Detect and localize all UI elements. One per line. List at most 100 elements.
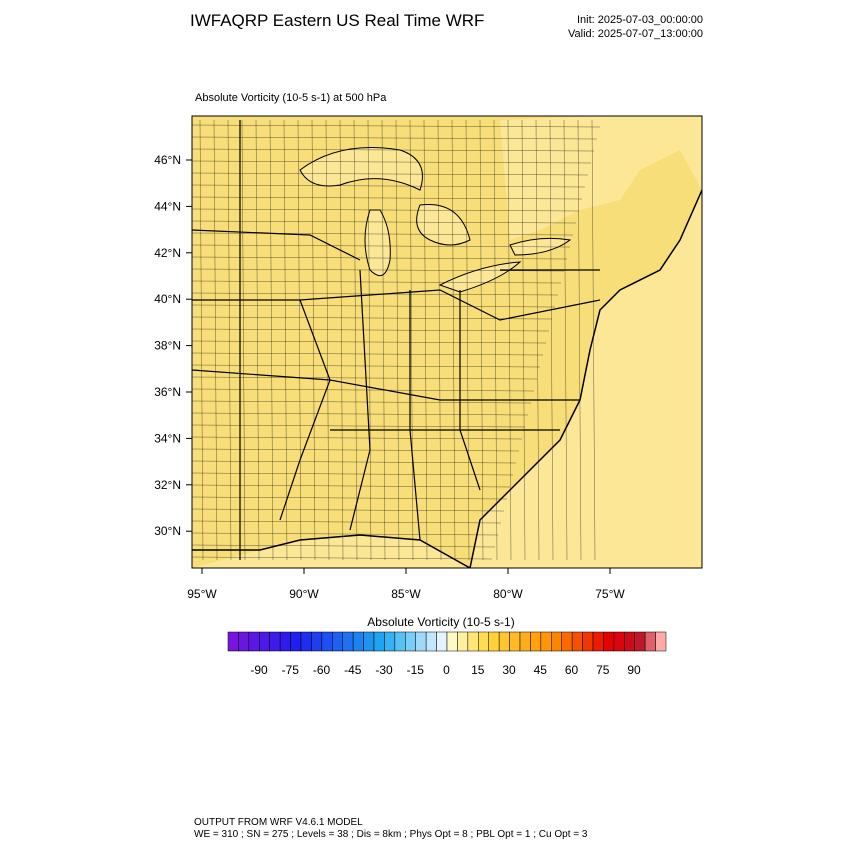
lat-label: 38°N	[154, 339, 181, 353]
colorbar-swatch	[634, 631, 646, 652]
county-line	[269, 119, 274, 561]
county-line	[521, 119, 526, 561]
lon-label: 80°W	[493, 587, 523, 601]
lake-michigan	[364, 209, 391, 277]
map	[192, 116, 702, 568]
colorbar-swatch	[519, 631, 531, 652]
county-line	[192, 184, 586, 188]
county-line	[367, 119, 372, 561]
county-line	[192, 136, 598, 140]
colorbar-swatch	[332, 631, 343, 652]
colorbar-label: -45	[344, 663, 362, 677]
lat-label: 32°N	[154, 478, 181, 492]
county-line	[192, 376, 538, 380]
county-line	[192, 508, 505, 512]
lon-label: 85°W	[391, 587, 421, 601]
lat-label: 30°N	[154, 524, 181, 538]
lon-label: 75°W	[595, 587, 625, 601]
footer-line1: OUTPUT FROM WRF V4.6.1 MODEL	[194, 817, 363, 828]
county-line	[192, 304, 556, 308]
colorbar-swatch	[644, 631, 656, 652]
colorbar-swatch	[425, 631, 437, 652]
colorbar-label: 0	[443, 663, 450, 677]
county-line	[339, 119, 344, 561]
colorbar-swatch	[373, 631, 385, 652]
county-line	[192, 292, 559, 296]
lat-label: 34°N	[154, 431, 181, 445]
county-line	[591, 119, 596, 561]
colorbar-swatch	[290, 631, 302, 652]
county-line	[283, 119, 288, 561]
county-line	[192, 316, 553, 320]
county-line	[192, 496, 508, 500]
axis-labels: 46°N 44°N 42°N 40°N 38°N 36°N 34°N 32°N 30°N 95°W…	[154, 153, 625, 601]
colorbar-swatch	[655, 631, 667, 652]
colorbar-label: -15	[407, 663, 425, 677]
init-time: Init: 2025-07-03_00:00:00	[577, 14, 703, 26]
colorbar-swatch	[227, 631, 239, 652]
county-line	[549, 119, 554, 561]
colorbar-label: 30	[502, 663, 516, 677]
colorbar-swatch	[478, 631, 489, 652]
colorbar-title: Absolute Vorticity (10-5 s-1)	[367, 615, 514, 629]
colorbar-label: 60	[565, 663, 579, 677]
colorbar-swatch	[457, 631, 469, 652]
county-line	[311, 119, 316, 561]
county-line	[192, 208, 580, 212]
colorbar-swatch	[509, 631, 521, 652]
county-line	[192, 448, 520, 452]
colorbar-swatch	[603, 631, 615, 652]
valid-time: Valid: 2025-07-07_13:00:00	[568, 28, 703, 40]
gulf	[192, 535, 470, 568]
lake-huron	[416, 203, 471, 246]
colorbar-swatch	[624, 631, 635, 652]
county-line	[255, 119, 260, 561]
colorbar-swatch	[530, 631, 542, 652]
colorbar-swatch	[488, 631, 500, 652]
colorbar-label: 90	[627, 663, 641, 677]
colorbar-swatch	[467, 631, 479, 652]
colorbar-label: -75	[282, 663, 300, 677]
colorbar-swatch	[321, 631, 333, 652]
colorbar-swatch	[540, 631, 552, 652]
coastline	[469, 189, 702, 568]
county-line	[192, 232, 574, 236]
colorbar-label: 45	[534, 663, 548, 677]
colorbar-swatch	[551, 631, 562, 652]
county-line	[192, 364, 541, 368]
county-line	[192, 328, 550, 332]
colorbar-swatch	[446, 631, 458, 652]
lat-label: 36°N	[154, 385, 181, 399]
county-line	[535, 119, 540, 561]
lat-label: 40°N	[154, 292, 181, 306]
county-line	[192, 148, 595, 152]
county-line	[192, 400, 532, 404]
county-line	[192, 424, 526, 428]
lon-label: 90°W	[289, 587, 319, 601]
colorbar-swatch	[571, 631, 583, 652]
colorbar-swatch	[279, 631, 291, 652]
title: IWFAQRP Eastern US Real Time WRF	[190, 11, 484, 30]
colorbar-swatch	[592, 631, 604, 652]
county-line	[192, 280, 562, 284]
colorbar-swatch	[436, 631, 448, 652]
lake-ontario	[509, 237, 572, 256]
county-line	[297, 119, 302, 561]
colorbar-swatch	[269, 631, 281, 652]
county-line	[381, 119, 386, 561]
colorbar-swatch	[384, 631, 396, 652]
county-line	[192, 256, 568, 260]
colorbar-label: -60	[313, 663, 331, 677]
county-line	[213, 119, 218, 561]
county-line	[577, 119, 582, 561]
county-line	[507, 119, 512, 561]
county-line	[192, 124, 601, 128]
county-line	[423, 119, 428, 561]
colorbar-swatch	[405, 631, 416, 652]
footer-line2: WE = 310 ; SN = 275 ; Levels = 38 ; Dis …	[194, 829, 588, 840]
ocean	[470, 116, 702, 568]
colorbar-swatch	[415, 631, 427, 652]
colorbar-label: 15	[471, 663, 485, 677]
colorbar-swatch	[311, 631, 323, 652]
